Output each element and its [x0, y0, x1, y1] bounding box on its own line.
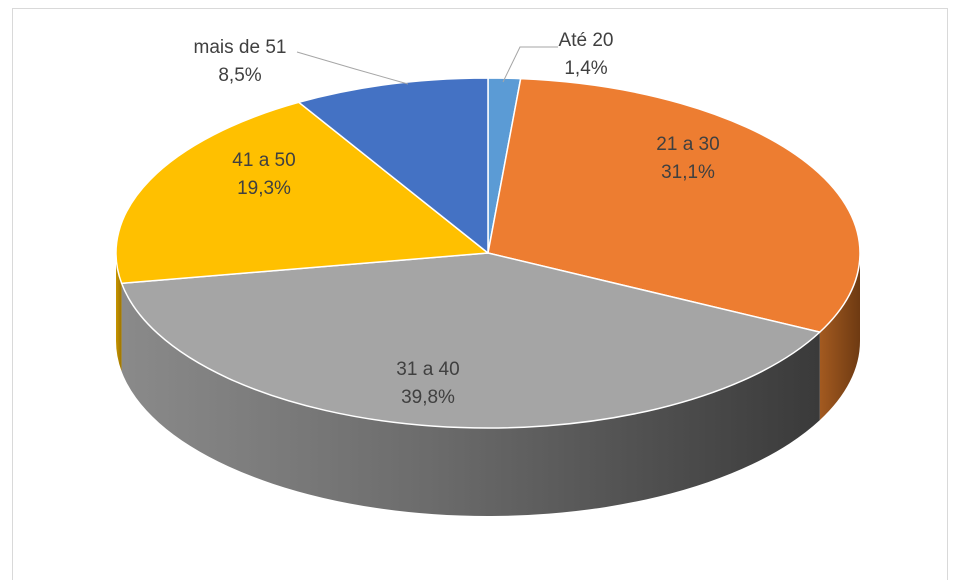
pie-side-2: [121, 283, 820, 517]
pie-slice-2: [120, 252, 821, 429]
pie-side-3: [116, 253, 122, 372]
pie-slice-1: [487, 77, 861, 333]
leader-line-4: [296, 51, 409, 85]
leader-lines: [296, 46, 558, 85]
slice-percent-0: 1,4%: [564, 58, 607, 79]
slice-percent-3: 19,3%: [237, 178, 291, 199]
slice-label-1: 21 a 30: [656, 134, 719, 155]
slice-percent-1: 31,1%: [661, 162, 715, 183]
pie-slice-4: [298, 77, 489, 254]
pie-tops: [115, 77, 861, 429]
data-labels: Até 20 1,4% 21 a 30 31,1% 31 a 40 39,8% 41 a 5…: [194, 30, 720, 408]
slice-label-2: 31 a 40: [396, 359, 459, 380]
slice-percent-4: 8,5%: [218, 65, 261, 86]
slice-label-0: Até 20: [559, 30, 614, 51]
slice-label-4: mais de 51: [194, 37, 287, 58]
slice-label-3: 41 a 50: [232, 150, 295, 171]
pie-slice-3: [115, 101, 489, 285]
leader-line-0: [502, 46, 558, 83]
slice-percent-2: 39,8%: [401, 387, 455, 408]
